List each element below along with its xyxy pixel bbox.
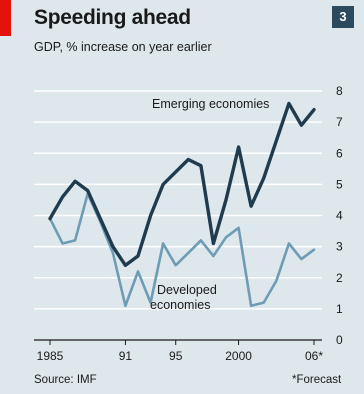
emerging-economies-line xyxy=(48,101,316,267)
chart-number-badge: 3 xyxy=(332,6,354,28)
chart-subtitle: GDP, % increase on year earlier xyxy=(34,40,212,54)
chart-title: Speeding ahead xyxy=(34,6,191,29)
developed-economies-label: Developed xyxy=(157,283,217,297)
emerging-economies-label: Emerging economies xyxy=(152,97,269,111)
x-tick-label: 06* xyxy=(305,349,323,363)
y-tick-label: 1 xyxy=(336,302,343,316)
x-tick-label: 1985 xyxy=(37,349,64,363)
y-tick-label: 2 xyxy=(336,271,343,285)
y-tick-label: 6 xyxy=(336,146,343,160)
y-tick-label: 8 xyxy=(336,84,343,98)
y-tick-label: 3 xyxy=(336,240,343,254)
y-tick-label: 4 xyxy=(336,209,343,223)
x-tick-label: 95 xyxy=(169,349,183,363)
x-tick-label: 2000 xyxy=(225,349,252,363)
forecast-note: *Forecast xyxy=(292,374,342,386)
red-corner-tag xyxy=(0,0,11,36)
y-tick-label: 5 xyxy=(336,177,343,191)
y-tick-label: 0 xyxy=(336,333,343,347)
developed-economies-label: economies xyxy=(150,298,210,312)
source-note: Source: IMF xyxy=(34,374,97,386)
y-tick-label: 7 xyxy=(336,115,343,129)
x-tick-label: 91 xyxy=(119,349,133,363)
